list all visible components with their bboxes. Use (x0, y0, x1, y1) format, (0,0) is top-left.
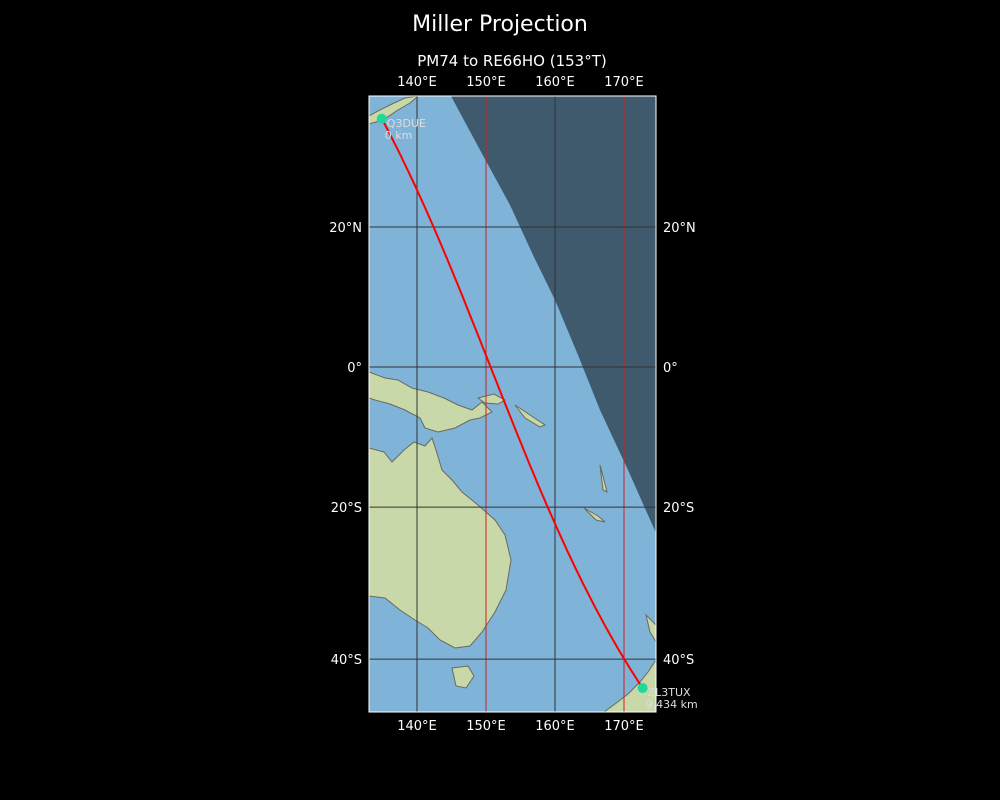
station-marker (637, 683, 648, 694)
land-masses (369, 96, 656, 712)
graticule (369, 96, 656, 712)
lon-tick-bottom: 150°E (466, 719, 506, 734)
map-title: Miller Projection (412, 12, 588, 37)
great-circle-path (380, 118, 644, 689)
lat-tick-right: 40°S (663, 653, 694, 668)
lon-tick-top: 160°E (535, 75, 575, 90)
lat-tick-right: 20°N (663, 221, 696, 236)
station-marker (376, 113, 387, 124)
lon-tick-bottom: 160°E (535, 719, 575, 734)
new-britain (476, 393, 507, 405)
lon-tick-top: 150°E (466, 75, 506, 90)
station-distance: 0 km (385, 129, 413, 142)
axis-ticks: 140°E 140°E 150°E 150°E 160°E 160°E 170°E 170°E… (329, 75, 696, 734)
lat-tick-left: 20°N (329, 221, 362, 236)
station-label: ZL3TUX (648, 686, 691, 699)
new-zealand-north (645, 613, 656, 643)
lon-tick-top: 170°E (604, 75, 644, 90)
lon-tick-bottom: 170°E (604, 719, 644, 734)
station-distance: 9,434 km (646, 698, 698, 711)
australia (369, 437, 512, 649)
map-subtitle: PM74 to RE66HO (153°T) (417, 52, 607, 70)
lon-tick-bottom: 140°E (397, 719, 437, 734)
lat-tick-left: 20°S (331, 501, 362, 516)
tasmania (451, 665, 475, 689)
new-caledonia (583, 507, 606, 523)
map-frame (368, 95, 657, 713)
solomon-islands (514, 404, 547, 428)
lat-tick-right: 0° (663, 361, 678, 376)
night-shadow (451, 96, 656, 533)
lat-tick-left: 40°S (331, 653, 362, 668)
lon-tick-top: 140°E (397, 75, 437, 90)
station-label: Q3DUE (387, 117, 426, 130)
new-zealand-south (603, 659, 656, 712)
lat-tick-right: 20°S (663, 501, 694, 516)
lat-tick-left: 0° (347, 361, 362, 376)
vanuatu (599, 464, 608, 493)
